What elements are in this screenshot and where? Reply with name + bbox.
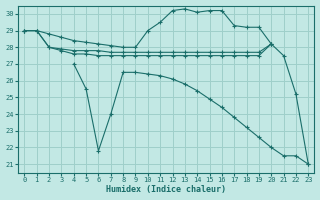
- X-axis label: Humidex (Indice chaleur): Humidex (Indice chaleur): [106, 185, 226, 194]
